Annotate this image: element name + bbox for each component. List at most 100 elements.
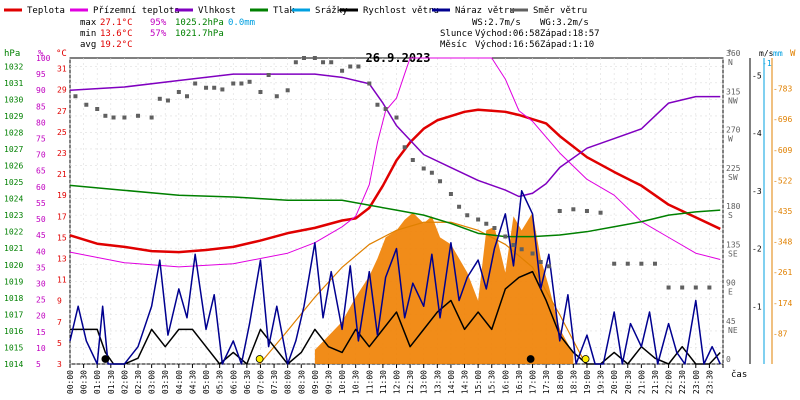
solar-tick-label: -348 [773,238,792,247]
wind-dir-point [84,102,89,107]
rain-axis-unit: mm [773,49,783,58]
x-tick-label: 02:00 [120,370,129,394]
wind-dir-point [584,209,589,213]
wind-dir-point [193,81,198,86]
dir-axis-unit: ° [727,49,732,59]
dir-compass-label: E [728,288,733,297]
x-tick-label: 02:30 [134,370,143,394]
wind-axis-unit: m/s [759,49,774,58]
series-line-1 [69,57,721,268]
x-tick-label: 14:30 [461,370,470,394]
wind-dir-point [383,107,388,111]
x-axis-label: čas [731,369,747,380]
temp-tick-label: 13 [57,254,67,263]
stats-press-min: 1021.7hPa [175,29,224,39]
wind-dir-point [484,221,489,226]
wind-dir-point [258,90,263,94]
pct-tick-label: 60 [36,183,46,192]
wind-dir-point [476,217,481,222]
stats-moonset: Západ:1:10 [540,40,594,50]
solar-tick-label: -522 [773,176,792,185]
stats-sun-label: Slunce [440,29,473,39]
wind-dir-point [421,166,426,171]
wind-dir-point [111,115,116,120]
wind-dir-point [247,79,252,84]
stats-max-label: max [80,18,97,28]
solar-tick-label: -261 [773,268,792,277]
x-tick-label: 19:30 [597,370,606,394]
wind-tick-label: -3 [752,187,762,196]
rain-tick-label: -1 [762,59,772,68]
hpa-tick-label: 1019 [4,277,23,286]
solar-theory-line [259,221,587,365]
temp-tick-label: 23 [57,149,67,158]
x-tick-label: 12:30 [406,370,415,394]
stats-sunset: Západ:18:57 [540,29,600,39]
wind-dir-point [356,64,361,69]
wind-dir-point [530,251,535,256]
solar-tick-label: -435 [773,207,792,216]
hpa-tick-label: 1026 [4,162,23,171]
wind-dir-point [707,285,712,290]
x-tick-label: 15:30 [488,370,497,394]
dir-tick-label: 315 [726,87,741,96]
wind-dir-point [571,207,576,212]
x-tick-label: 12:00 [393,370,402,394]
pct-tick-label: 35 [36,263,46,272]
wind-dir-point [184,94,189,99]
pct-tick-label: 65 [36,167,46,176]
hpa-tick-label: 1016 [4,327,23,336]
legend-label-0: Teplota [27,6,65,16]
legend-label-5: Rychlost větru [363,6,439,16]
wind-dir-point [95,107,100,111]
legend-label-2: Vlhkost [198,6,236,16]
x-tick-label: 07:30 [270,370,279,394]
stats-rain: 0.0mm [228,18,255,28]
hpa-tick-label: 1021 [4,244,23,253]
wind-dir-point [122,115,127,120]
x-tick-label: 16:00 [501,370,510,394]
wind-dir-point [612,261,617,266]
stats-moon-label: Měsíc [440,40,467,50]
x-tick-label: 20:00 [610,370,619,394]
pct-tick-label: 40 [36,247,46,256]
hpa-tick-label: 1015 [4,343,23,352]
wind-dir-point [492,226,497,230]
solar-tick-label: -696 [773,115,792,124]
x-tick-label: 01:00 [93,370,102,394]
wind-dir-point [410,158,415,162]
wind-dir-point [340,68,345,73]
temp-tick-label: 15 [57,233,67,242]
temp-tick-label: 31 [57,65,67,74]
stats-hum-min: 57% [150,29,167,39]
wind-dir-point [285,88,290,93]
solar-tick-label: -609 [773,146,792,155]
wind-dir-point [157,96,162,101]
series-line-0 [69,108,721,254]
legend-label-6: Náraz větru [455,6,515,16]
pct-tick-label: 95 [36,70,46,79]
x-tick-label: 03:00 [148,370,157,394]
solar-axis-unit: W [790,49,796,59]
x-tick-label: 23:00 [692,370,701,394]
x-tick-label: 06:30 [243,370,252,394]
dir-compass-label: S [728,211,733,220]
hpa-tick-label: 1023 [4,211,23,220]
wind-dir-point [220,87,225,92]
x-tick-label: 01:30 [107,370,116,394]
wind-tick-label: -2 [752,245,762,254]
series-line-2 [69,73,721,198]
x-tick-label: 18:00 [556,370,565,394]
wind-dir-point [639,261,644,266]
plot-area: 1032103110301029102810271026102510241023… [4,49,792,394]
stats-block: max 27.1°C 95% 1025.2hPa 0.0mm min 13.6°… [80,18,600,50]
wind-dir-point [176,90,181,94]
x-tick-label: 18:30 [569,370,578,394]
wind-dir-point [438,179,443,184]
sun-moon-marker [526,355,535,363]
pct-tick-label: 5 [36,360,41,369]
pct-tick-label: 20 [36,312,46,321]
x-tick-label: 16:30 [515,370,524,394]
stats-ws: WS:2.7m/s [472,18,521,28]
dir-tick-label: 270 [726,126,741,135]
